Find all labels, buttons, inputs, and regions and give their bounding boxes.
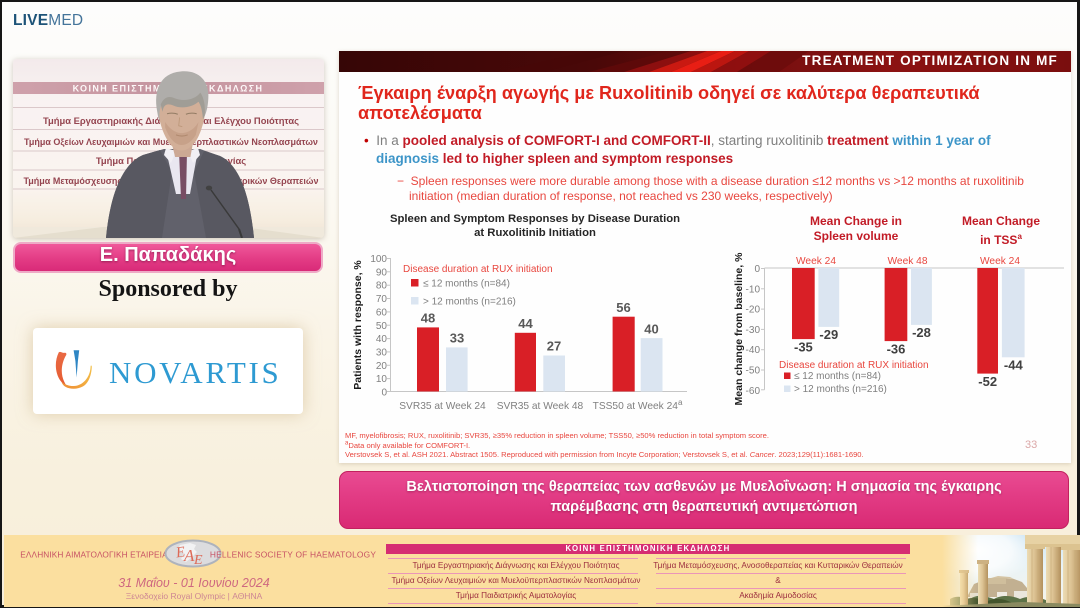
svg-text:44: 44 bbox=[518, 316, 533, 331]
svg-text:-50: -50 bbox=[746, 366, 761, 377]
svg-text:-35: -35 bbox=[794, 340, 813, 355]
svg-text:E: E bbox=[174, 544, 186, 561]
svg-text:Disease duration at RUX initia: Disease duration at RUX initiation bbox=[779, 360, 929, 371]
svg-text:40: 40 bbox=[644, 322, 658, 337]
svg-text:60: 60 bbox=[376, 307, 388, 318]
svg-text:40: 40 bbox=[376, 334, 388, 345]
svg-text:48: 48 bbox=[421, 311, 435, 326]
svg-text:-60: -60 bbox=[746, 386, 761, 397]
svg-text:Week 48: Week 48 bbox=[887, 256, 927, 267]
svg-text:-10: -10 bbox=[746, 284, 761, 295]
svg-text:90: 90 bbox=[376, 267, 388, 278]
svg-text:0: 0 bbox=[381, 388, 387, 399]
svg-text:Patients with response, %: Patients with response, % bbox=[352, 260, 364, 390]
svg-text:Disease duration at RUX initia: Disease duration at RUX initiation bbox=[403, 264, 553, 275]
svg-text:NOVARTIS: NOVARTIS bbox=[109, 355, 281, 390]
svg-text:-28: -28 bbox=[912, 325, 931, 340]
svg-text:Week 24: Week 24 bbox=[796, 256, 836, 267]
svg-text:≤ 12 months (n=84): ≤ 12 months (n=84) bbox=[423, 279, 510, 290]
svg-text:-30: -30 bbox=[746, 325, 761, 336]
svg-text:31 Μαΐου - 01 Ιουνίου 2024: 31 Μαΐου - 01 Ιουνίου 2024 bbox=[118, 576, 269, 590]
svg-text:-52: -52 bbox=[978, 374, 997, 389]
svg-text:-44: -44 bbox=[1004, 358, 1024, 373]
svg-text:0: 0 bbox=[754, 264, 760, 275]
svg-text:50: 50 bbox=[376, 321, 388, 332]
svg-text:30: 30 bbox=[376, 348, 388, 359]
svg-text:A: A bbox=[183, 546, 195, 565]
svg-text:-36: -36 bbox=[887, 342, 906, 357]
svg-text:TSS50 at Week 24a: TSS50 at Week 24a bbox=[593, 398, 683, 412]
svg-text:E: E bbox=[193, 553, 203, 568]
svg-text:27: 27 bbox=[547, 339, 561, 354]
svg-text:-29: -29 bbox=[819, 327, 838, 342]
svg-text:70: 70 bbox=[376, 294, 388, 305]
svg-text:33: 33 bbox=[450, 331, 464, 346]
svg-text:10: 10 bbox=[376, 374, 388, 385]
svg-text:20: 20 bbox=[376, 361, 388, 372]
svg-text:Week 24: Week 24 bbox=[980, 256, 1020, 267]
svg-text:80: 80 bbox=[376, 281, 388, 292]
svg-text:> 12 months (n=216): > 12 months (n=216) bbox=[794, 384, 887, 395]
svg-text:56: 56 bbox=[616, 300, 630, 315]
svg-text:-20: -20 bbox=[746, 305, 761, 316]
svg-text:Ξενοδοχείο Royal Olympic | ΑΘΗ: Ξενοδοχείο Royal Olympic | ΑΘΗΝΑ bbox=[126, 591, 263, 601]
svg-text:> 12 months (n=216): > 12 months (n=216) bbox=[423, 297, 516, 308]
svg-text:ΕΛΛΗΝΙΚΗ ΑΙΜΑΤΟΛΟΓΙΚΗ ΕΤΑΙΡΕΙΑ: ΕΛΛΗΝΙΚΗ ΑΙΜΑΤΟΛΟΓΙΚΗ ΕΤΑΙΡΕΙΑ bbox=[20, 550, 168, 560]
svg-text:SVR35 at Week 24: SVR35 at Week 24 bbox=[399, 401, 486, 412]
svg-text:100: 100 bbox=[370, 254, 387, 265]
svg-text:-40: -40 bbox=[746, 345, 761, 356]
svg-text:Mean change from baseline, %: Mean change from baseline, % bbox=[733, 252, 745, 405]
svg-text:≤ 12 months (n=84): ≤ 12 months (n=84) bbox=[794, 371, 881, 382]
svg-text:SVR35 at Week 48: SVR35 at Week 48 bbox=[497, 401, 584, 412]
svg-text:HELLENIC SOCIETY OF HAEMATOLOG: HELLENIC SOCIETY OF HAEMATOLOGY bbox=[210, 550, 377, 560]
